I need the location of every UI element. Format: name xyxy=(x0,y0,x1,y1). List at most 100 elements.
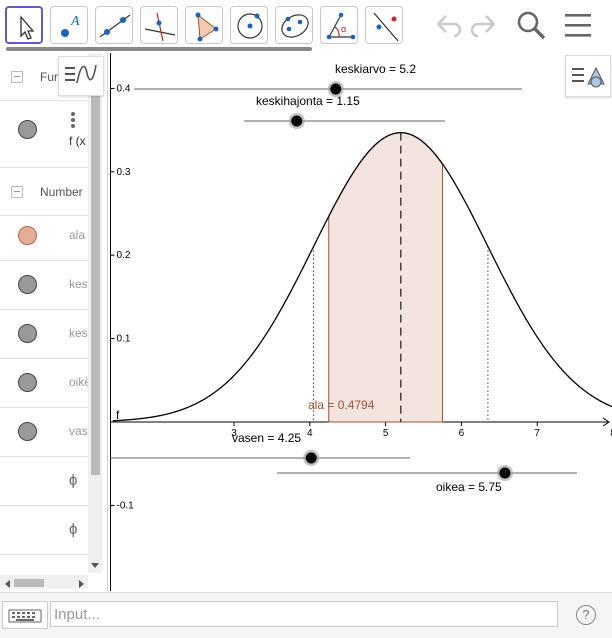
y-tick-label: 0.3 xyxy=(117,167,131,178)
visibility-toggle-icon[interactable] xyxy=(18,275,37,294)
angle-icon: α xyxy=(326,12,356,40)
algebra-group-numbers[interactable]: Number xyxy=(0,168,88,216)
number-label: kesk xyxy=(69,277,94,291)
circle-with-center-icon xyxy=(237,13,263,39)
function-definition: f (x xyxy=(69,134,86,148)
algebra-style-icon xyxy=(65,64,97,84)
visibility-toggle-icon[interactable] xyxy=(18,226,37,245)
visibility-toggle-icon[interactable] xyxy=(18,373,37,392)
svg-text:A: A xyxy=(70,14,80,29)
number-label: oike xyxy=(69,375,92,389)
y-tick-label: 0.4 xyxy=(117,83,131,94)
line-through-two-points-icon xyxy=(99,14,131,38)
algebra-row-extra[interactable]: ϕ xyxy=(0,457,88,506)
collapse-icon[interactable] xyxy=(11,71,23,83)
x-tick-label: 7 xyxy=(534,428,540,439)
slider-keskihajonta[interactable]: keskihajonta = 1.15 xyxy=(244,94,445,129)
x-tick-label: 8 xyxy=(610,428,612,439)
toolbar-scrollbar[interactable] xyxy=(6,47,312,51)
graphics-style-icon xyxy=(572,66,605,88)
scroll-left-icon[interactable] xyxy=(4,580,10,588)
collapse-icon[interactable] xyxy=(11,186,23,198)
cursor-arrow-icon xyxy=(20,15,35,40)
graphics-view[interactable]: 3 4 5 6 7 8 0.4 0.3 0.2 0.1 -0.1 f ala = 0.4794 ke… xyxy=(110,53,612,591)
number-label: ala xyxy=(69,228,86,242)
line-tool-button[interactable] xyxy=(95,6,133,44)
x-tick-label: 4 xyxy=(307,428,313,439)
algebra-row-number[interactable]: oike xyxy=(0,359,92,408)
algebra-row-number[interactable]: vase xyxy=(0,408,94,457)
number-label: kesk xyxy=(69,326,94,340)
keyboard-icon xyxy=(8,609,42,623)
normal-curve-f[interactable] xyxy=(112,132,612,422)
phi-label: ϕ xyxy=(69,472,78,489)
keyboard-button[interactable] xyxy=(2,601,48,629)
area-label: ala = 0.4794 xyxy=(308,398,375,412)
slider-vasen[interactable]: vasen = 4.25 xyxy=(110,431,410,466)
visibility-toggle-icon[interactable] xyxy=(18,120,37,139)
undo-icon[interactable] xyxy=(430,8,464,42)
algebra-row-function[interactable]: f (x xyxy=(0,101,88,168)
polygon-tool-button[interactable] xyxy=(185,6,223,44)
algebra-group-functions[interactable]: Fun xyxy=(0,53,88,101)
perpendicular-tool-button[interactable] xyxy=(140,6,178,44)
y-tick-label: -0.1 xyxy=(117,500,135,511)
svg-text:α: α xyxy=(341,24,346,34)
slider-label: vasen = 4.25 xyxy=(232,431,301,445)
algebra-vertical-scroll-thumb[interactable] xyxy=(91,95,100,475)
area-under-curve xyxy=(328,132,443,423)
slider-label: keskihajonta = 1.15 xyxy=(256,94,360,108)
slider-knob[interactable] xyxy=(305,452,317,464)
menu-icon[interactable] xyxy=(562,8,596,42)
angle-tool-button[interactable]: α xyxy=(320,6,358,44)
algebra-view[interactable]: Fun f (x Number ala kesk kesk oike vase … xyxy=(0,53,108,591)
slider-oikea[interactable]: oikea = 5.75 xyxy=(277,465,577,494)
sliders[interactable]: keskiarvo = 5.2 keskihajonta = 1.15 vasen … xyxy=(110,62,577,494)
input-bar: Input... ? xyxy=(0,592,612,638)
function-label: f xyxy=(116,408,120,422)
visibility-toggle-icon[interactable] xyxy=(18,324,37,343)
graphics-style-bar-button[interactable] xyxy=(565,55,611,97)
slider-knob[interactable] xyxy=(291,115,303,127)
x-tick-label: 5 xyxy=(383,428,389,439)
scroll-right-icon[interactable] xyxy=(79,580,85,588)
group-label: Fun xyxy=(40,70,61,84)
visibility-toggle-icon[interactable] xyxy=(18,422,37,441)
reflect-tool-button[interactable] xyxy=(365,6,403,44)
axes: 3 4 5 6 7 8 0.4 0.3 0.2 0.1 -0.1 xyxy=(110,53,612,591)
circle-tool-button[interactable] xyxy=(230,6,268,44)
algebra-horizontal-scroll-thumb[interactable] xyxy=(14,579,44,587)
x-tick-label: 3 xyxy=(231,428,237,439)
algebra-row-extra[interactable]: ϕ xyxy=(0,506,88,555)
toolbar: A α xyxy=(0,0,612,52)
reflect-about-line-icon xyxy=(373,12,399,42)
move-tool-button[interactable] xyxy=(5,6,43,44)
ellipse-icon xyxy=(281,14,309,38)
slider-keskiarvo[interactable]: keskiarvo = 5.2 xyxy=(134,62,522,97)
slider-knob[interactable] xyxy=(499,467,511,479)
search-icon[interactable] xyxy=(514,8,548,42)
point-tool-button[interactable]: A xyxy=(50,6,88,44)
help-icon[interactable]: ? xyxy=(576,605,596,625)
point-icon: A xyxy=(61,14,80,37)
graphics-canvas[interactable]: 3 4 5 6 7 8 0.4 0.3 0.2 0.1 -0.1 f ala = 0.4794 ke… xyxy=(110,53,612,591)
conic-tool-button[interactable] xyxy=(275,6,313,44)
phi-label: ϕ xyxy=(69,521,78,538)
more-vertical-icon[interactable] xyxy=(70,111,76,129)
x-tick-label: 6 xyxy=(459,428,465,439)
polygon-icon xyxy=(195,12,219,42)
algebra-row-number[interactable]: kesk xyxy=(0,310,94,359)
group-label: Number xyxy=(40,185,83,199)
algebra-row-number[interactable]: ala xyxy=(0,212,88,261)
slider-label: oikea = 5.75 xyxy=(436,480,502,494)
perpendicular-line-icon xyxy=(144,12,176,42)
y-tick-label: 0.1 xyxy=(117,334,131,345)
slider-label: keskiarvo = 5.2 xyxy=(335,62,416,76)
redo-icon[interactable] xyxy=(468,8,502,42)
input-field[interactable]: Input... xyxy=(50,601,558,627)
y-tick-label: 0.2 xyxy=(117,250,131,261)
algebra-style-bar-button[interactable] xyxy=(58,56,104,96)
slider-knob[interactable] xyxy=(330,83,342,95)
scroll-down-icon[interactable] xyxy=(91,563,99,569)
algebra-row-number[interactable]: kesk xyxy=(0,261,94,310)
